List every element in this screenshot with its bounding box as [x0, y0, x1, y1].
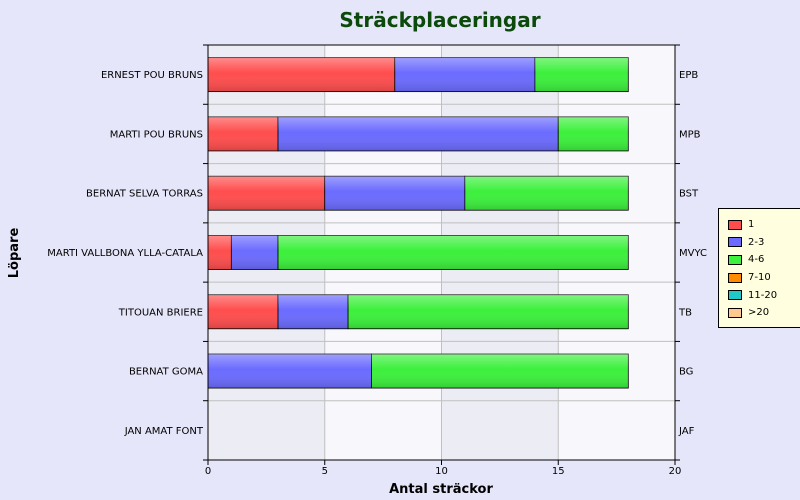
bar-segment-shading	[278, 294, 349, 329]
legend-swatch	[728, 219, 742, 230]
category-abbreviation: JAF	[678, 426, 695, 437]
x-tick-label: 0	[205, 466, 211, 477]
legend-swatch	[728, 272, 742, 283]
axes	[203, 44, 680, 465]
category-label: BERNAT SELVA TORRAS	[86, 189, 203, 200]
chart-title: Sträckplaceringar	[339, 8, 540, 32]
category-abbreviation: MVYC	[679, 248, 707, 259]
x-axis-title: Antal sträckor	[389, 482, 493, 497]
bar-segment-shading	[278, 235, 629, 270]
bar-segment-shading	[208, 116, 279, 151]
bar-segment-shading	[324, 176, 465, 211]
category-abbreviation: MPB	[679, 129, 701, 140]
legend-item: 1	[719, 216, 800, 234]
legend-label: 2-3	[748, 236, 765, 248]
legend-label: 11-20	[748, 289, 778, 301]
category-label: MARTI POU BRUNS	[110, 129, 203, 140]
category-label: ERNEST POU BRUNS	[101, 70, 203, 81]
category-abbreviation: TB	[678, 307, 692, 318]
category-abbreviation: BG	[679, 367, 693, 378]
legend-item: 7-10	[719, 269, 800, 287]
legend-label: 7-10	[748, 272, 771, 284]
bar-segment-shading	[464, 176, 629, 211]
category-abbreviation: BST	[679, 189, 699, 200]
legend-item: 4-6	[719, 251, 800, 269]
bar-segment-shading	[348, 294, 629, 329]
bar-segment-shading	[371, 354, 629, 389]
bar-segment-shading	[278, 116, 559, 151]
legend-label: 1	[748, 219, 755, 231]
category-labels: ERNEST POU BRUNS MARTI POU BRUNS BERNAT SE…	[47, 70, 204, 437]
category-label: MARTI VALLBONA YLLA-CATALA	[47, 248, 203, 259]
legend-swatch	[728, 307, 742, 318]
category-abbreviation: EPB	[679, 70, 698, 81]
legend-swatch	[728, 254, 742, 265]
x-tick-label: 10	[435, 466, 448, 477]
bar-segment-shading	[394, 57, 535, 92]
category-label: TITOUAN BRIERE	[118, 307, 203, 318]
x-tick-label: 15	[552, 466, 565, 477]
legend-item: 11-20	[719, 286, 800, 304]
bars	[207, 57, 629, 389]
x-tick-label: 5	[322, 466, 328, 477]
bar-segment-shading	[231, 235, 279, 270]
legend-label: >20	[748, 307, 770, 319]
bar-segment-shading	[208, 57, 395, 92]
bar-segment-shading	[208, 235, 232, 270]
legend: 1 2-3 4-6 7-10 11-20 >20	[718, 208, 800, 328]
legend-item: >20	[719, 304, 800, 322]
legend-swatch	[728, 237, 742, 248]
right-labels: EPB MPB BST MVYC TB BG JAF	[678, 70, 707, 437]
category-label: BERNAT GOMA	[129, 367, 203, 378]
legend-swatch	[728, 290, 742, 301]
bar-segment-shading	[534, 57, 629, 92]
legend-item: 2-3	[719, 234, 800, 252]
bar-segment-shading	[208, 294, 279, 329]
x-tick-label: 20	[669, 466, 682, 477]
bar-segment-shading	[208, 176, 325, 211]
y-axis-title: Löpare	[7, 228, 22, 279]
bar-segment-shading	[558, 116, 629, 151]
bar-segment-shading	[208, 354, 372, 389]
category-label: JAN AMAT FONT	[124, 426, 204, 437]
legend-label: 4-6	[748, 254, 765, 266]
x-tick-labels: 0 5 10 15 20	[205, 466, 682, 477]
